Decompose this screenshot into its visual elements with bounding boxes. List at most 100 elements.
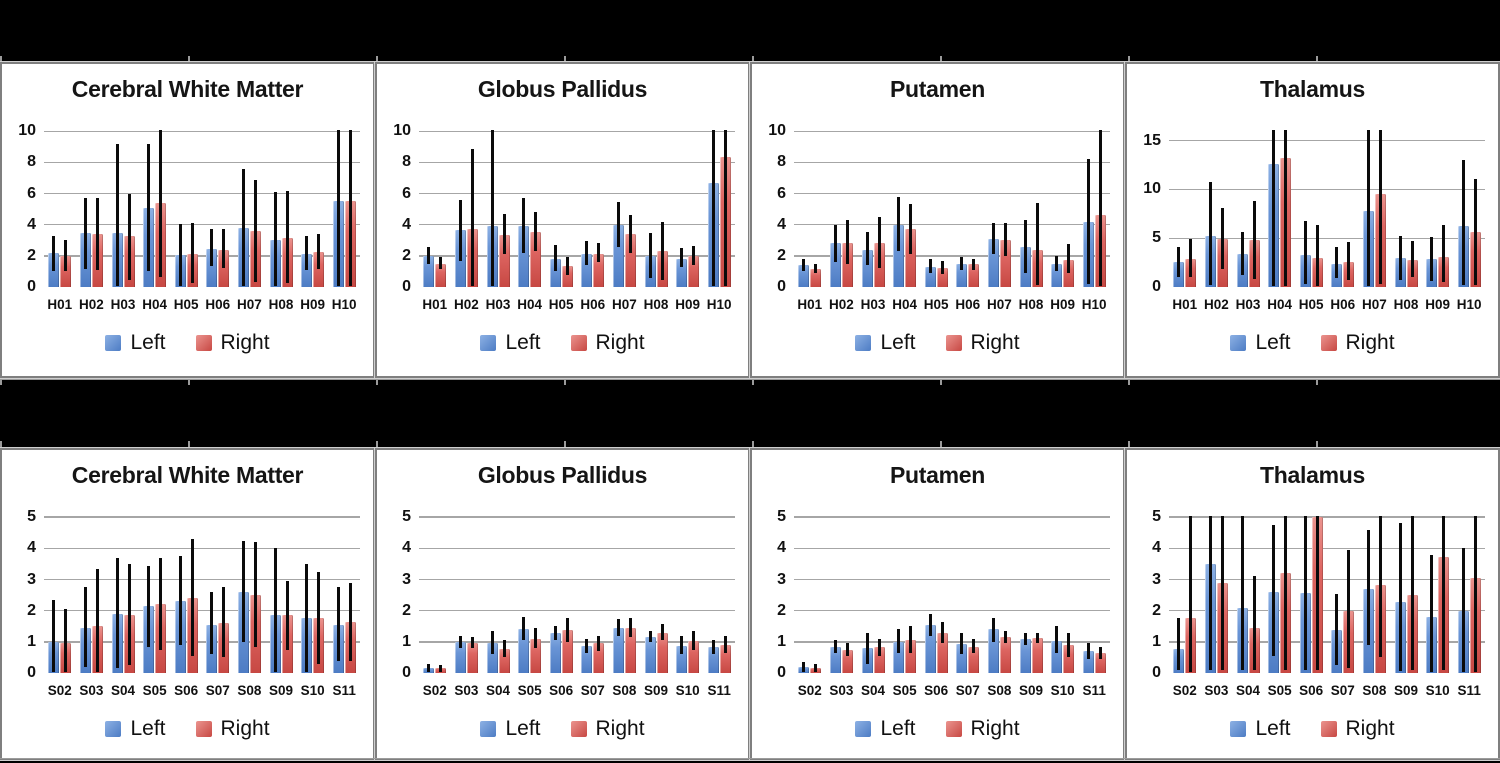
legend-item-left: Left bbox=[480, 717, 541, 741]
worksheet-gridline bbox=[0, 758, 1500, 759]
error-bar bbox=[1335, 247, 1339, 279]
gridline-1 bbox=[419, 641, 735, 643]
x-axis-label-H08: H08 bbox=[1393, 297, 1419, 312]
x-axis-label-S02: S02 bbox=[1172, 683, 1197, 698]
gridline-4 bbox=[44, 223, 360, 226]
error-bar bbox=[897, 196, 901, 252]
legend-swatch-right bbox=[195, 721, 212, 737]
chart-title: Putamen bbox=[889, 76, 986, 102]
error-bar bbox=[1303, 220, 1307, 285]
bar-right-S04 bbox=[873, 647, 885, 673]
error-bar bbox=[273, 192, 277, 287]
error-bar bbox=[616, 619, 620, 636]
y-axis-tick-label: 0 bbox=[402, 664, 411, 681]
gridline-8 bbox=[794, 161, 1110, 164]
y-axis-tick-label: 2 bbox=[777, 601, 786, 619]
error-bar bbox=[865, 632, 869, 664]
error-bar bbox=[1252, 576, 1256, 670]
error-bar bbox=[711, 129, 715, 287]
legend-item-right: Right bbox=[945, 331, 1020, 355]
legend-swatch-left bbox=[105, 721, 122, 737]
legend-item-left: Left bbox=[855, 331, 916, 355]
error-bar bbox=[222, 587, 226, 658]
y-axis-tick-label: 3 bbox=[777, 570, 786, 588]
y-axis-tick-label: 5 bbox=[402, 508, 411, 526]
x-axis-label-H08: H08 bbox=[643, 297, 669, 312]
bar-right-S05 bbox=[530, 638, 542, 673]
chart-title: Globus Pallidus bbox=[477, 76, 648, 102]
y-axis-tick-label: 3 bbox=[27, 570, 36, 588]
error-bar bbox=[1366, 129, 1370, 287]
error-bar bbox=[159, 557, 163, 650]
bar-left-S06 bbox=[924, 624, 936, 673]
x-axis-label-H05: H05 bbox=[923, 297, 949, 312]
plot-area bbox=[794, 515, 1110, 673]
x-axis-label-S05: S05 bbox=[517, 683, 542, 698]
x-axis-label-S10: S10 bbox=[1425, 683, 1450, 698]
x-axis-label-S04: S04 bbox=[1235, 683, 1260, 698]
y-axis-tick-label: 6 bbox=[27, 184, 36, 202]
bar-right-S09 bbox=[656, 632, 668, 673]
legend-swatch-right bbox=[1320, 335, 1337, 351]
y-axis-tick-label: 10 bbox=[393, 122, 411, 140]
error-bar bbox=[1035, 632, 1039, 644]
x-axis-label-H06: H06 bbox=[205, 297, 231, 312]
legend-label-left: Left bbox=[880, 717, 916, 740]
x-axis-label-S08: S08 bbox=[612, 683, 637, 698]
error-bar bbox=[972, 638, 976, 653]
x-axis-label-S06: S06 bbox=[924, 683, 949, 698]
y-axis-tick-label: 3 bbox=[402, 570, 411, 588]
error-bar bbox=[317, 571, 321, 664]
gridline-10 bbox=[1169, 188, 1485, 191]
x-axis-label-S10: S10 bbox=[1050, 683, 1075, 698]
error-bar bbox=[692, 245, 696, 266]
x-axis-label-H09: H09 bbox=[1050, 297, 1075, 312]
bar-right-S03 bbox=[466, 643, 478, 673]
error-bar bbox=[1473, 515, 1477, 673]
legend-item-right: Right bbox=[1320, 331, 1395, 355]
y-axis-tick-label: 0 bbox=[777, 664, 786, 681]
y-axis-tick-label: 6 bbox=[777, 184, 786, 202]
gridline-2 bbox=[794, 609, 1110, 612]
plot-area bbox=[1169, 515, 1485, 673]
legend-item-right: Right bbox=[570, 331, 645, 355]
legend-label-left: Left bbox=[505, 717, 541, 740]
error-bar bbox=[1272, 129, 1276, 287]
bar-left-H09 bbox=[301, 253, 313, 287]
bar-left-H01 bbox=[798, 265, 810, 287]
error-bar bbox=[305, 235, 309, 270]
error-bar bbox=[190, 223, 194, 284]
error-bar bbox=[1086, 159, 1090, 284]
error-bar bbox=[1055, 626, 1059, 653]
error-bar bbox=[1220, 208, 1224, 270]
error-bar bbox=[553, 244, 557, 272]
bar-right-S06 bbox=[936, 632, 948, 673]
error-bar bbox=[522, 198, 526, 253]
x-axis-label-H05: H05 bbox=[1298, 297, 1324, 312]
legend-swatch-left bbox=[855, 721, 872, 737]
legend-label-right: Right bbox=[1345, 331, 1395, 354]
bar-right-H01 bbox=[60, 255, 72, 287]
gridline-3 bbox=[419, 578, 735, 581]
error-bar bbox=[159, 129, 163, 277]
x-axis-label-H03: H03 bbox=[110, 297, 136, 312]
error-bar bbox=[273, 548, 277, 673]
bar-right-H09 bbox=[313, 251, 325, 287]
x-axis-label-S07: S07 bbox=[955, 683, 980, 698]
error-bar bbox=[991, 223, 995, 255]
chart-panel-thalamus: Thalamus 0 5 10 15 H01 H02 H03 H04 H05 H06 H07 H08 H0… bbox=[1124, 61, 1500, 379]
error-bar bbox=[960, 632, 964, 655]
legend-swatch-right bbox=[1320, 721, 1337, 737]
gridline-2 bbox=[44, 255, 360, 257]
error-bar bbox=[1003, 223, 1007, 256]
error-bar bbox=[648, 630, 652, 642]
x-axis-label-H06: H06 bbox=[955, 297, 981, 312]
error-bar bbox=[1430, 237, 1434, 282]
x-axis-label-S09: S09 bbox=[1393, 683, 1418, 698]
error-bar bbox=[940, 621, 944, 644]
legend-label-left: Left bbox=[130, 717, 166, 740]
gridline-2 bbox=[419, 609, 735, 612]
bar-right-H01 bbox=[435, 263, 447, 287]
y-axis-tick-label: 1 bbox=[402, 632, 411, 650]
y-axis-tick-label: 8 bbox=[777, 153, 786, 171]
